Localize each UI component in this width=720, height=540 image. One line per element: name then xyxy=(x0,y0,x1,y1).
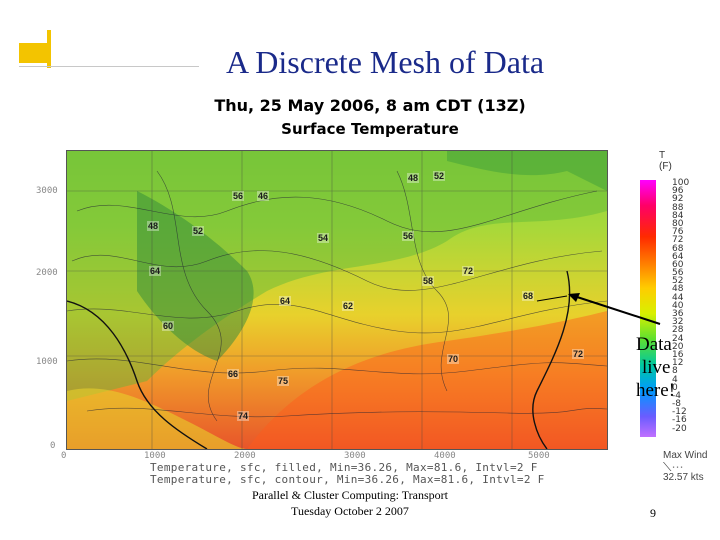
legend-value: -12 xyxy=(672,407,687,418)
station-marker: 60 xyxy=(162,321,175,331)
station-marker: 54 xyxy=(317,233,330,243)
decorative-bar xyxy=(47,30,51,68)
station-marker: 72 xyxy=(572,349,585,359)
x-tick-label: 3000 xyxy=(344,451,366,461)
legend-value: 12 xyxy=(672,358,684,369)
legend-value: -8 xyxy=(672,399,681,410)
legend-value: 32 xyxy=(672,317,684,328)
x-tick-label: 2000 xyxy=(234,451,256,461)
wind-label: Max Wind xyxy=(663,450,708,461)
legend-value: 44 xyxy=(672,292,684,303)
legend-value: 100 xyxy=(672,178,690,188)
y-tick-label: 2000 xyxy=(36,268,58,278)
legend-value: 60 xyxy=(672,259,684,270)
decorative-line xyxy=(19,66,199,67)
legend-value: 80 xyxy=(672,218,684,229)
legend-unit: (F) xyxy=(659,161,672,172)
max-wind-legend: Max Wind ⟍⋯ 32.57 kts xyxy=(663,450,707,484)
map-overlay xyxy=(67,151,607,449)
legend-value: 40 xyxy=(672,300,684,311)
station-marker: 56 xyxy=(402,231,415,241)
wind-barb-icon: ⟍⋯ xyxy=(663,460,684,474)
station-marker: 66 xyxy=(227,369,240,379)
legend-value: 24 xyxy=(672,333,684,344)
station-marker: 48 xyxy=(147,221,160,231)
legend-value: 96 xyxy=(672,186,684,197)
map-date-heading: Thu, 25 May 2006, 8 am CDT (13Z) xyxy=(214,96,526,115)
x-tick-label: 0 xyxy=(61,451,67,461)
legend-value: 88 xyxy=(672,202,684,213)
legend-value: 0 xyxy=(672,382,678,393)
legend-value: 4 xyxy=(672,374,678,385)
legend-value: 68 xyxy=(672,243,684,254)
legend-value: 8 xyxy=(672,366,678,377)
annotation-line: here! xyxy=(636,380,676,401)
x-tick-label: 1000 xyxy=(144,451,166,461)
slide-number: 9 xyxy=(650,506,656,520)
legend-value: -20 xyxy=(672,423,687,434)
legend-value: 64 xyxy=(672,251,684,262)
legend-value: 92 xyxy=(672,194,684,205)
legend-value: 72 xyxy=(672,235,684,246)
data-annotation: Data live here! xyxy=(636,333,675,402)
station-marker: 70 xyxy=(447,354,460,364)
station-marker: 46 xyxy=(257,191,270,201)
station-marker: 74 xyxy=(237,411,250,421)
map-footnote-contour: Temperature, sfc, contour, Min=36.26, Ma… xyxy=(150,473,545,486)
station-marker: 52 xyxy=(192,226,205,236)
legend-value: 52 xyxy=(672,276,684,287)
legend-value: 16 xyxy=(672,349,684,360)
map-footnote-filled: Temperature, sfc, filled, Min=36.26, Max… xyxy=(150,461,538,474)
slide-title: A Discrete Mesh of Data xyxy=(225,44,545,80)
station-marker: 64 xyxy=(149,266,162,276)
temperature-map: 48 52 46 56 48 52 54 56 60 58 62 64 70 6… xyxy=(66,150,608,450)
legend-value: 76 xyxy=(672,227,684,238)
y-tick-label: 3000 xyxy=(36,186,58,196)
legend-value: -16 xyxy=(672,415,687,426)
footer-course: Parallel & Cluster Computing: Transport xyxy=(251,488,448,502)
map-variable-heading: Surface Temperature xyxy=(281,120,459,138)
legend-title: T (F) xyxy=(659,150,672,172)
legend-value: 48 xyxy=(672,284,684,295)
wind-value: 32.57 kts xyxy=(663,472,704,483)
legend-value: 56 xyxy=(672,268,684,279)
x-tick-label: 5000 xyxy=(528,451,550,461)
station-marker: 52 xyxy=(433,171,446,181)
legend-value: 20 xyxy=(672,341,684,352)
y-tick-label: 1000 xyxy=(36,357,58,367)
legend-value: 36 xyxy=(672,309,684,319)
legend-values: 100 96 92 88 84 80 76 72 68 64 60 56 52 48 44 40 36 32 28 2… xyxy=(672,178,690,434)
station-marker: 75 xyxy=(277,376,290,386)
station-marker: 56 xyxy=(232,191,245,201)
legend-variable: T xyxy=(659,150,666,161)
x-tick-label: 4000 xyxy=(434,451,456,461)
pointer-arrow xyxy=(568,293,661,325)
decorative-block xyxy=(19,43,47,63)
footer-date: Tuesday October 2 2007 xyxy=(291,504,409,518)
station-marker: 62 xyxy=(342,301,355,311)
y-tick-label: 0 xyxy=(50,441,56,451)
legend-value: -4 xyxy=(672,390,681,401)
station-marker: 58 xyxy=(422,276,435,286)
station-marker: 48 xyxy=(407,173,420,183)
annotation-line: Data xyxy=(636,334,672,355)
color-scale-bar xyxy=(640,180,656,437)
station-marker: 68 xyxy=(522,291,535,301)
station-marker: 72 xyxy=(462,266,475,276)
station-marker: 64 xyxy=(279,296,292,306)
legend-value: 28 xyxy=(672,325,684,336)
annotation-line: live xyxy=(642,357,671,378)
legend-value: 84 xyxy=(672,210,684,221)
